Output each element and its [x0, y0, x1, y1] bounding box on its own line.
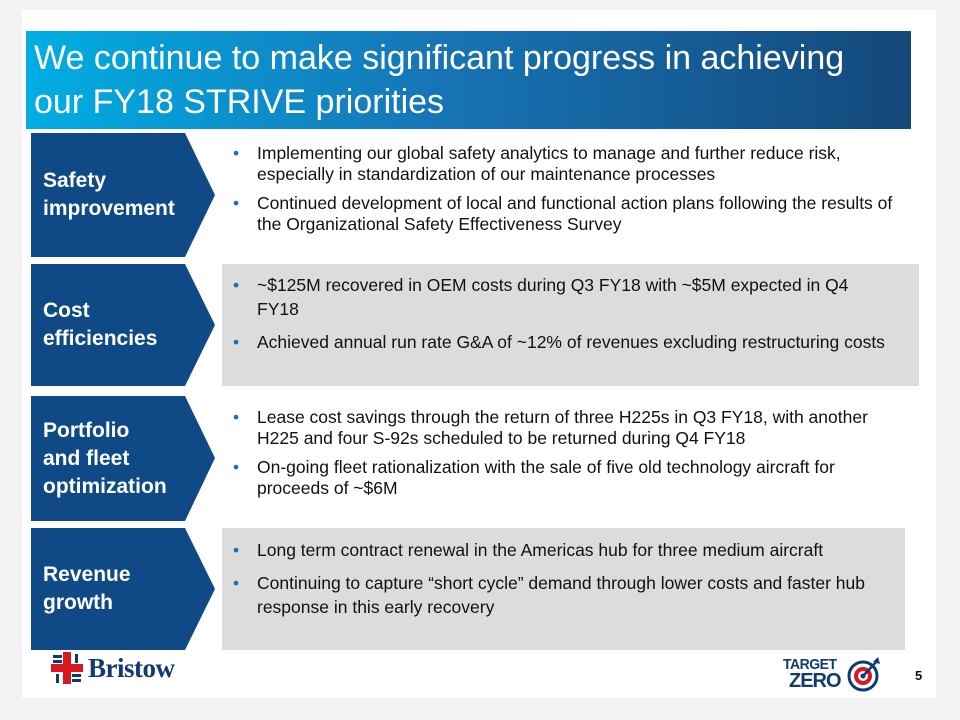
bullet-item: Continuing to capture “short cycle” dema… — [230, 571, 895, 619]
label-line: Cost — [43, 299, 90, 322]
bullet-item: Continued development of local and funct… — [230, 193, 895, 235]
label-line: efficiencies — [43, 327, 158, 350]
section-bullets-portfolio: Lease cost savings through the return of… — [230, 407, 895, 507]
bristow-logo: Bristow — [50, 648, 175, 688]
chevron-shape — [31, 528, 215, 650]
target-icon — [847, 657, 880, 692]
bullet-item: Lease cost savings through the return of… — [230, 407, 895, 449]
section-bullets-cost: ~$125M recovered in OEM costs during Q3 … — [230, 273, 895, 363]
bullet-item: Long term contract renewal in the Americ… — [230, 538, 895, 562]
label-line: Safety — [43, 169, 107, 192]
label-line: Revenue — [43, 563, 131, 586]
slide-title: We continue to make significant progress… — [34, 39, 845, 121]
label-line: Portfolio — [43, 418, 130, 442]
title-banner: We continue to make significant progress… — [26, 31, 911, 129]
logo-text: Bristow — [88, 652, 175, 683]
target-zero-bottom-text: ZERO — [789, 670, 842, 692]
chevron-shape — [31, 133, 215, 257]
page-number: 5 — [915, 668, 923, 683]
label-line: growth — [43, 591, 113, 614]
bullet-item: On-going fleet rationalization with the … — [230, 457, 895, 499]
bristow-mark-icon — [51, 652, 83, 684]
target-zero-top-text: TARGET — [783, 655, 837, 673]
section-label-safety: Safety improvement — [31, 133, 215, 257]
chevron-shape — [31, 264, 215, 386]
label-line: optimization — [43, 474, 167, 498]
target-zero-logo: TARGET ZERO — [783, 656, 893, 692]
bullet-item: ~$125M recovered in OEM costs during Q3 … — [230, 273, 895, 321]
section-bullets-revenue: Long term contract renewal in the Americ… — [230, 538, 895, 628]
section-label-revenue: Revenue growth — [31, 528, 215, 650]
label-line: and fleet — [43, 446, 130, 470]
bullet-item: Implementing our global safety analytics… — [230, 143, 895, 185]
section-label-cost: Cost efficiencies — [31, 264, 215, 386]
section-bullets-safety: Implementing our global safety analytics… — [230, 143, 895, 243]
bullet-item: Achieved annual run rate G&A of ~12% of … — [230, 330, 895, 354]
chevron-shape — [31, 396, 215, 521]
label-line: improvement — [43, 197, 175, 220]
section-label-portfolio: Portfolio and fleet optimization — [31, 396, 215, 521]
